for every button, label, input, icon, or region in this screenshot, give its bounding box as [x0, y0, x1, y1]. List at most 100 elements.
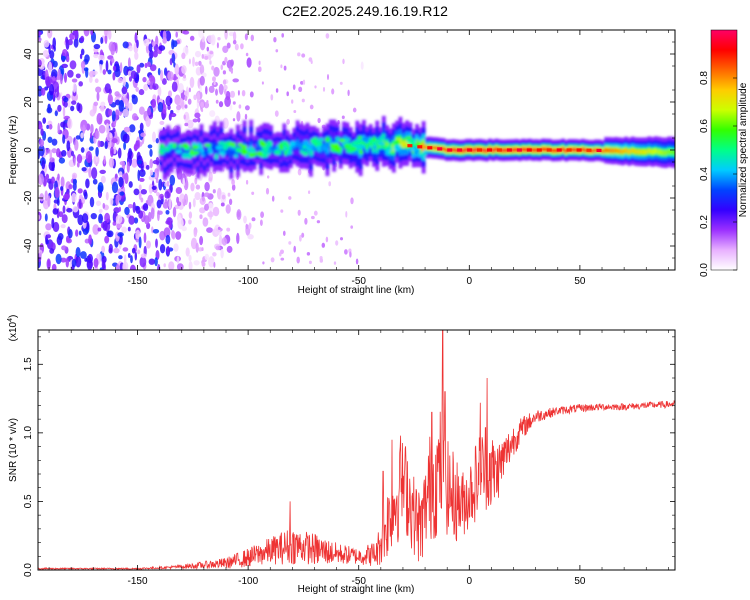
heatmap-cell — [576, 148, 582, 152]
heatmap-cell — [38, 37, 42, 42]
heatmap-cell — [183, 74, 186, 79]
heatmap-cell — [231, 145, 237, 149]
heatmap-cell — [288, 196, 292, 200]
colorbar-tick-label: 0.0 — [699, 263, 710, 277]
heatmap-cell — [178, 143, 182, 149]
heatmap-cell — [61, 63, 68, 69]
heatmap-cell — [62, 106, 66, 118]
heatmap-cell — [308, 260, 312, 265]
heatmap-cell — [338, 138, 346, 143]
heatmap-cell — [155, 238, 158, 249]
heatmap-cell — [176, 145, 181, 154]
heatmap-cell — [604, 148, 609, 153]
heatmap-cell — [38, 252, 42, 258]
heatmap-cell — [307, 190, 311, 194]
heatmap-cell — [45, 223, 52, 231]
heatmap-cell — [47, 148, 51, 154]
heatmap-cell — [536, 148, 542, 152]
heatmap-cell — [516, 148, 522, 152]
heatmap-cell — [150, 207, 155, 220]
heatmap-cell — [299, 234, 302, 242]
heatmap-cell — [232, 39, 237, 45]
heatmap-cell — [546, 148, 552, 152]
heatmap-cell — [201, 196, 205, 202]
heatmap-cell — [362, 138, 366, 146]
heatmap-cell — [248, 222, 252, 230]
heatmap-cell — [113, 247, 120, 254]
heatmap-cell — [218, 150, 226, 156]
heatmap-cell — [152, 41, 156, 47]
heatmap-cell — [192, 118, 198, 123]
heatmap-cell — [175, 186, 183, 195]
heatmap-cell — [511, 148, 516, 152]
heatmap-cell — [435, 146, 439, 150]
heatmap-cell — [325, 136, 331, 143]
heatmap-cell — [108, 157, 115, 168]
heatmap-cell — [81, 213, 89, 224]
heatmap-cell — [71, 100, 77, 105]
colorbar-ticks: 0.0 0.2 0.4 0.6 0.8 — [699, 71, 737, 277]
heatmap-cell — [198, 60, 202, 66]
heatmap-cell — [74, 139, 79, 151]
heatmap-cell — [358, 146, 363, 154]
heatmap-cell — [216, 42, 219, 49]
heatmap-cell — [108, 30, 112, 40]
heatmap-cell — [86, 258, 93, 270]
heatmap-cell — [38, 31, 42, 36]
heatmap-cell — [209, 50, 214, 55]
heatmap-cell — [107, 230, 114, 238]
heatmap-cell — [657, 149, 662, 155]
heatmap-cell — [40, 128, 44, 136]
heatmap-cell — [591, 149, 595, 153]
heatmap-cell — [176, 104, 182, 111]
y-tick-label: 20 — [23, 96, 34, 108]
heatmap-cell — [188, 87, 191, 93]
heatmap-cell — [107, 93, 113, 104]
heatmap-cell — [222, 143, 229, 151]
y-tick-label: 1.0 — [23, 425, 34, 439]
heatmap-cell — [208, 256, 215, 268]
heatmap-cell — [152, 159, 160, 165]
heatmap-cell — [345, 210, 348, 218]
heatmap-cell — [127, 57, 131, 69]
heatmap-cell — [49, 50, 55, 59]
heatmap-cell — [66, 238, 72, 244]
heatmap-cell — [157, 101, 164, 113]
heatmap-cell — [260, 154, 268, 158]
heatmap-cell — [305, 142, 310, 150]
heatmap-cell — [574, 148, 579, 152]
heatmap-cell — [162, 37, 168, 44]
x-tick-label: -150 — [128, 276, 148, 287]
heatmap-cell — [265, 187, 270, 195]
heatmap-cell — [323, 142, 330, 148]
heatmap-cell — [586, 148, 592, 152]
heatmap-cell — [42, 117, 47, 124]
heatmap-cell — [168, 261, 175, 270]
heatmap-cell — [232, 148, 237, 154]
heatmap-cell — [194, 177, 198, 185]
heatmap-cell — [171, 81, 178, 92]
heatmap-cell — [46, 258, 51, 270]
heatmap-cell — [156, 199, 162, 209]
heatmap-cell — [186, 119, 194, 129]
heatmap-cell — [128, 45, 133, 52]
heatmap-cell — [149, 169, 154, 176]
heatmap-cell — [105, 191, 109, 201]
heatmap-cell — [209, 143, 214, 150]
heatmap-cell — [82, 228, 89, 235]
heatmap-cell — [111, 138, 118, 144]
heatmap-cell — [241, 89, 246, 97]
heatmap-cell — [544, 147, 549, 152]
heatmap-cell — [471, 148, 476, 152]
heatmap-cell — [68, 184, 73, 190]
heatmap-cell — [99, 59, 104, 66]
heatmap-cell — [101, 260, 106, 270]
heatmap-cell — [233, 153, 238, 158]
heatmap-cell — [561, 147, 565, 151]
heatmap-cell — [145, 164, 150, 170]
heatmap-cell — [159, 193, 164, 200]
heatmap-cell — [302, 145, 306, 149]
heatmap-cell — [98, 54, 105, 62]
heatmap-cell — [325, 236, 329, 243]
